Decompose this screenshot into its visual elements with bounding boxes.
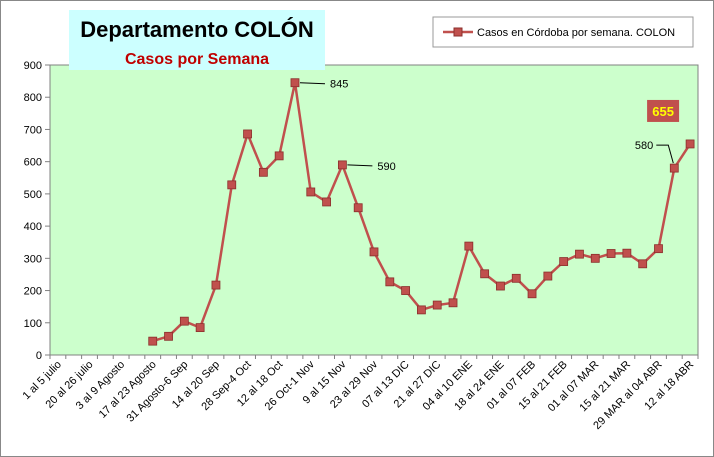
- data-point: [243, 129, 252, 139]
- series-group: [148, 78, 695, 346]
- data-label: 580: [635, 140, 653, 152]
- data-point: [322, 197, 331, 207]
- data-point: [464, 241, 474, 251]
- chart-title: Departamento COLÓN: [80, 17, 313, 42]
- legend-box: [432, 16, 694, 48]
- y-tick-label: 400: [24, 221, 42, 233]
- highlight-label-box: [647, 99, 680, 122]
- data-point: [622, 248, 632, 258]
- data-point: [337, 160, 347, 170]
- data-point: [179, 316, 189, 326]
- data-label-leader: [656, 144, 674, 164]
- legend: Casos en Córdoba por semana. COLON: [432, 16, 694, 48]
- data-point: [417, 305, 426, 315]
- data-point: [148, 336, 158, 346]
- y-tick-label: 900: [24, 60, 42, 72]
- data-point: [432, 300, 442, 310]
- data-point: [685, 139, 695, 149]
- data-point: [164, 331, 173, 341]
- y-tick-label: 200: [24, 286, 42, 298]
- data-point: [385, 277, 395, 287]
- data-point: [258, 167, 268, 177]
- y-tick-label: 500: [24, 189, 42, 201]
- data-point: [511, 273, 521, 283]
- highlight-data-label: 655: [652, 104, 674, 119]
- data-point: [590, 253, 600, 263]
- y-tick-label: 600: [24, 157, 42, 169]
- data-point: [227, 180, 237, 190]
- data-point: [496, 281, 505, 291]
- data-point: [401, 286, 411, 295]
- y-tick-label: 300: [24, 253, 42, 265]
- data-point: [669, 163, 679, 173]
- data-label: 590: [377, 161, 395, 173]
- data-point: [369, 247, 379, 257]
- y-axis: 0 100 200 300 400 500 600 700 800 900: [24, 60, 51, 362]
- chart-subtitle: Casos por Semana: [125, 51, 269, 68]
- data-point: [195, 323, 205, 333]
- data-point: [290, 78, 300, 88]
- data-point: [306, 187, 316, 197]
- data-point: [353, 203, 363, 213]
- data-point: [575, 249, 584, 259]
- data-point: [654, 244, 663, 254]
- data-point: [448, 298, 458, 308]
- data-label-leader: [347, 164, 373, 167]
- plot-area: [49, 64, 699, 356]
- annotations-group: 845 590 580 655: [299, 79, 680, 173]
- y-tick-label: 100: [24, 318, 42, 330]
- y-tick-label: 700: [24, 124, 42, 136]
- y-tick-label: 800: [24, 92, 42, 104]
- legend-marker: [453, 27, 463, 37]
- data-point: [543, 271, 553, 281]
- data-point: [606, 249, 616, 258]
- legend-label: Casos en Córdoba por semana. COLON: [477, 27, 675, 39]
- data-point: [274, 151, 284, 161]
- data-point: [559, 257, 569, 266]
- data-point: [480, 269, 490, 279]
- y-tick-label: 0: [36, 350, 42, 362]
- data-point: [527, 289, 537, 299]
- data-label-leader: [299, 82, 325, 85]
- data-point: [211, 280, 221, 290]
- title-box: [69, 10, 325, 70]
- data-label: 845: [330, 79, 348, 91]
- data-point: [638, 259, 648, 269]
